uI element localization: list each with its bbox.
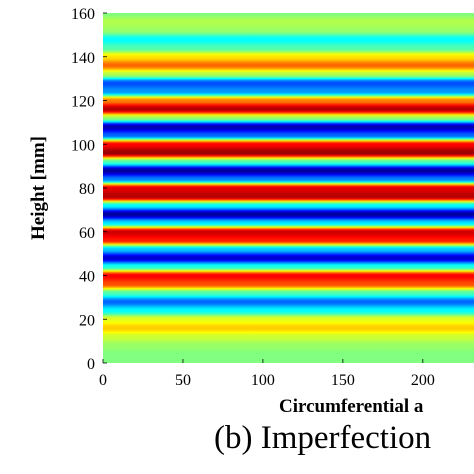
y-tick-label: 0 [87,356,95,373]
heatmap-chart: 0 50 100 150 200 0 20 40 60 80 100 120 140 160 Circu… [28,6,474,417]
y-tick-label: 60 [79,225,95,242]
y-axis-title: Height [mm] [28,136,49,240]
plot-area [103,13,474,363]
x-tick-label: 100 [251,372,275,389]
x-tick-label: 50 [175,372,191,389]
x-tick-label: 200 [411,372,435,389]
y-tick-label: 140 [71,50,95,67]
y-axis: 0 20 40 60 80 100 120 140 160 [71,6,107,373]
x-tick-label: 150 [331,372,355,389]
x-tick-label: 0 [99,372,107,389]
y-tick-label: 40 [79,269,95,286]
y-tick-label: 100 [71,137,95,154]
y-tick-label: 160 [71,6,95,23]
x-axis: 0 50 100 150 200 [99,359,435,389]
y-tick-label: 20 [79,312,95,329]
y-tick-label: 80 [79,181,95,198]
figure-caption: (b) Imperfection [214,420,432,456]
y-tick-label: 120 [71,94,95,111]
x-axis-title: Circumferential a [279,396,424,417]
